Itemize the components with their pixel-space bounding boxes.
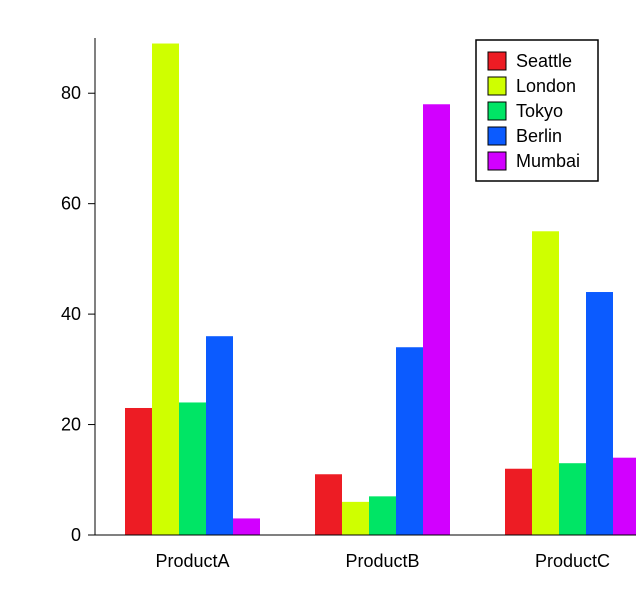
bar-mumbai-productb: [423, 104, 450, 535]
legend-label-tokyo: Tokyo: [516, 101, 563, 121]
bar-london-productb: [342, 502, 369, 535]
bar-berlin-productc: [586, 292, 613, 535]
legend-label-mumbai: Mumbai: [516, 151, 580, 171]
legend-swatch-seattle: [488, 52, 506, 70]
bar-mumbai-productc: [613, 458, 636, 535]
category-label: ProductA: [155, 551, 229, 571]
bar-london-producta: [152, 44, 179, 535]
y-tick-label: 60: [61, 194, 81, 214]
legend-label-berlin: Berlin: [516, 126, 562, 146]
legend-label-london: London: [516, 76, 576, 96]
category-label: ProductB: [345, 551, 419, 571]
bar-seattle-productc: [505, 469, 532, 535]
y-tick-label: 40: [61, 304, 81, 324]
grouped-bar-chart: 0 20 40 60 80 ProductA ProductB ProductC Seattle…: [0, 0, 636, 610]
bar-seattle-producta: [125, 408, 152, 535]
y-tick-label: 80: [61, 83, 81, 103]
bar-mumbai-producta: [233, 518, 260, 535]
legend-label-seattle: Seattle: [516, 51, 572, 71]
legend-swatch-london: [488, 77, 506, 95]
bar-berlin-producta: [206, 336, 233, 535]
category-label: ProductC: [535, 551, 610, 571]
bar-tokyo-producta: [179, 402, 206, 535]
bar-tokyo-productc: [559, 463, 586, 535]
bar-london-productc: [532, 231, 559, 535]
chart-svg: 0 20 40 60 80 ProductA ProductB ProductC Seattle…: [0, 0, 636, 610]
legend-swatch-berlin: [488, 127, 506, 145]
y-tick-label: 0: [71, 525, 81, 545]
bar-tokyo-productb: [369, 496, 396, 535]
bar-seattle-productb: [315, 474, 342, 535]
y-tick-label: 20: [61, 415, 81, 435]
legend-swatch-mumbai: [488, 152, 506, 170]
bar-berlin-productb: [396, 347, 423, 535]
legend-swatch-tokyo: [488, 102, 506, 120]
